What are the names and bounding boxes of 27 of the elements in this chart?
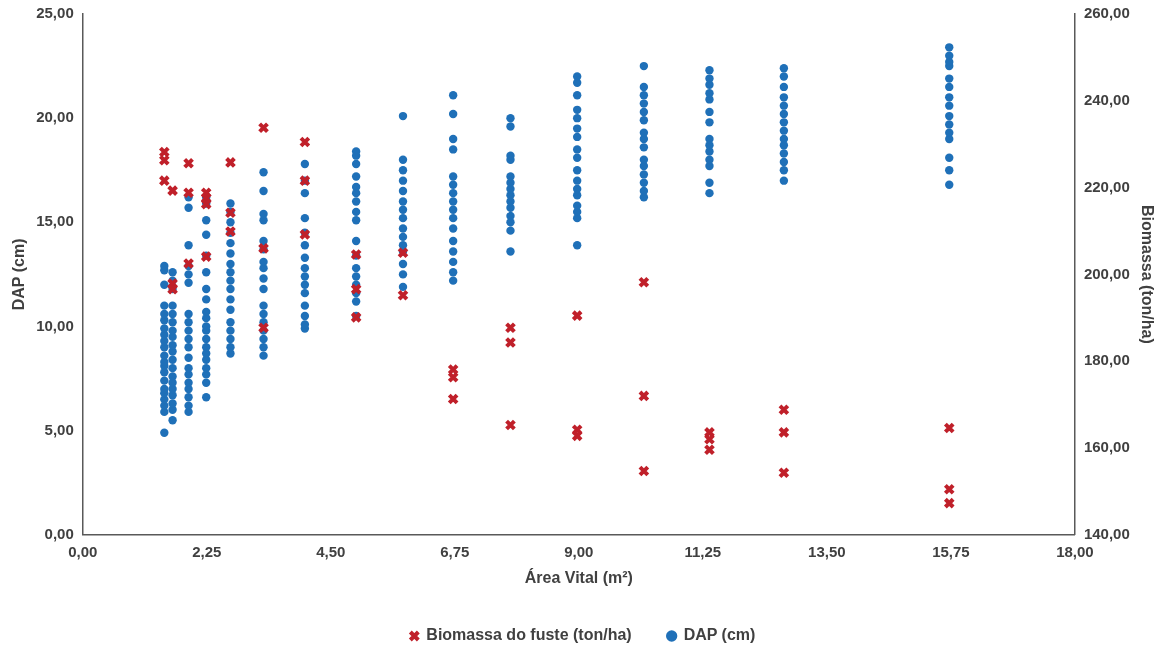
x-tick-label: 2,25: [192, 542, 222, 560]
y2-tick-label: 200,00: [1083, 264, 1130, 282]
y2-tick-label: 220,00: [1083, 177, 1130, 195]
y-tick-label: 15,00: [36, 212, 74, 230]
y-tick-label: 0,00: [44, 524, 74, 542]
x-tick-label: 9,00: [564, 542, 594, 560]
y2-tick-label: 160,00: [1083, 438, 1130, 456]
x-axis-title: Área Vital (m²): [524, 567, 633, 586]
x-tick-label: 4,50: [316, 542, 346, 560]
y-tick-label: 10,00: [36, 316, 74, 334]
legend-label: DAP (cm): [683, 626, 756, 644]
y-axis-title: DAP (cm): [10, 238, 28, 311]
x-tick-label: 15,75: [932, 542, 970, 560]
y-tick-label: 20,00: [36, 108, 74, 126]
y-tick-label: 5,00: [44, 420, 74, 438]
x-tick-label: 18,00: [1056, 542, 1094, 560]
y2-tick-label: 180,00: [1083, 351, 1130, 369]
y2-tick-label: 240,00: [1083, 90, 1130, 108]
x-tick-label: 13,50: [808, 542, 846, 560]
x-tick-label: 6,75: [440, 542, 470, 560]
x-tick-label: 11,25: [684, 542, 722, 560]
legend-label: Biomassa do fuste (ton/ha): [426, 626, 632, 644]
y2-tick-label: 260,00: [1083, 4, 1130, 22]
x-tick-label: 0,00: [68, 542, 98, 560]
y-tick-label: 25,00: [36, 4, 74, 22]
y2-tick-label: 140,00: [1083, 524, 1130, 542]
y2-axis-title: Biomassa (ton/ha): [1138, 205, 1156, 344]
